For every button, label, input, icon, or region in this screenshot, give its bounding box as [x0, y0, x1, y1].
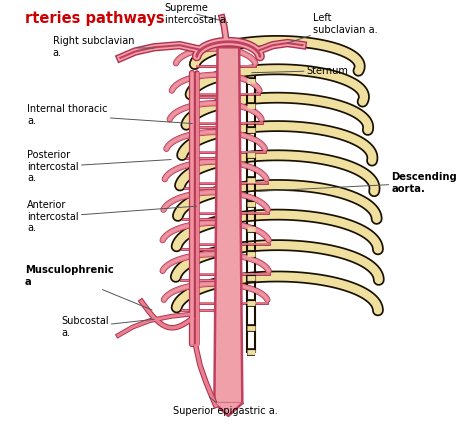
Polygon shape [214, 47, 242, 403]
Text: Left
subclavian a.: Left subclavian a. [288, 13, 378, 43]
Polygon shape [214, 403, 242, 416]
Text: Superior epigastric a.: Superior epigastric a. [173, 397, 278, 416]
Text: Posterior
intercostal
a.: Posterior intercostal a. [27, 150, 171, 183]
Text: Descending
aorta.: Descending aorta. [258, 172, 457, 194]
Text: rteries pathways: rteries pathways [25, 11, 164, 26]
Text: Supreme
intercostal a.: Supreme intercostal a. [165, 3, 228, 25]
Text: Subcostal
a.: Subcostal a. [61, 316, 154, 338]
Text: Anterior
intercostal
a.: Anterior intercostal a. [27, 200, 197, 233]
Text: Right subclavian
a.: Right subclavian a. [53, 37, 154, 58]
Text: Sternum: Sternum [252, 66, 348, 76]
Text: Musculophrenic
a: Musculophrenic a [25, 265, 152, 310]
Text: Internal thoracic
a.: Internal thoracic a. [27, 104, 192, 126]
